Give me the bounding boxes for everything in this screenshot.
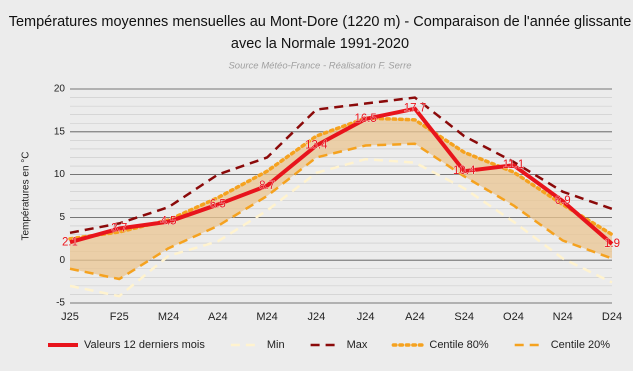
centile-band — [70, 118, 612, 280]
x-tick-label: O24 — [503, 311, 524, 323]
data-label: 1.9 — [604, 238, 620, 250]
y-tick-label: 15 — [54, 126, 66, 137]
x-tick-label: J24 — [307, 311, 325, 323]
y-tick-label: -5 — [56, 298, 65, 309]
legend-label: Valeurs 12 derniers mois — [84, 339, 205, 351]
series-line — [69, 96, 613, 235]
legend-label: Centile 80% — [429, 339, 489, 351]
x-tick-label: J25 — [61, 311, 79, 323]
data-label: 3.7 — [111, 223, 127, 235]
y-tick-label: 0 — [59, 255, 65, 266]
data-label: 17.7 — [404, 103, 426, 115]
y-tick-label: 5 — [59, 212, 65, 223]
x-tick-label: A24 — [405, 311, 425, 323]
data-label: 10.4 — [453, 165, 476, 177]
data-label: 2.1 — [62, 236, 78, 248]
x-tick-label: F25 — [110, 311, 129, 323]
chart-subtitle: Source Météo-France - Réalisation F. Ser… — [228, 61, 411, 72]
data-label: 4.5 — [161, 216, 177, 228]
x-tick-label: A24 — [208, 311, 228, 323]
data-label: 11.1 — [503, 159, 525, 171]
x-tick-label: J24 — [357, 311, 375, 323]
series-line — [69, 106, 614, 246]
legend-label: Min — [267, 339, 285, 351]
data-label: 13.4 — [305, 140, 328, 152]
x-tick-label: D24 — [602, 311, 622, 323]
chart-title: avec la Normale 1991-2020 — [231, 36, 409, 52]
x-tick-label: M24 — [158, 311, 179, 323]
legend-label: Centile 20% — [551, 339, 611, 351]
data-label: 6.9 — [555, 195, 571, 207]
data-label: 6.5 — [210, 199, 226, 211]
y-tick-label: 20 — [54, 84, 66, 95]
y-tick-label: 10 — [54, 169, 66, 180]
legend-label: Max — [347, 339, 368, 351]
data-label: 8.7 — [259, 180, 275, 192]
x-tick-label: S24 — [454, 311, 474, 323]
x-tick-label: N24 — [553, 311, 573, 323]
series-line — [69, 142, 613, 281]
chart-title: Températures moyennes mensuelles au Mont… — [9, 14, 632, 30]
data-label: 16.5 — [354, 113, 376, 125]
y-axis-label: Températures en °C — [21, 151, 32, 240]
series-line — [69, 157, 613, 298]
x-tick-label: M24 — [256, 311, 277, 323]
